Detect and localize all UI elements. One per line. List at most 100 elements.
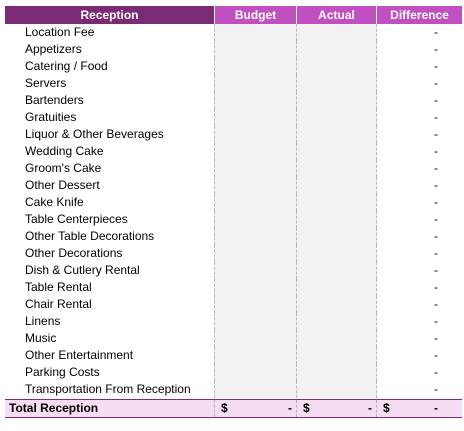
actual-cell[interactable] — [296, 58, 376, 75]
row-label-cell[interactable]: Gratuities — [25, 110, 77, 124]
actual-cell[interactable] — [296, 245, 376, 262]
difference-cell[interactable]: - — [376, 364, 462, 381]
budget-cell[interactable] — [214, 160, 296, 177]
row-label-cell[interactable]: Table Rental — [25, 280, 92, 294]
actual-cell[interactable] — [296, 126, 376, 143]
total-label[interactable]: Total Reception — [9, 401, 99, 415]
header-budget[interactable]: Budget — [214, 6, 296, 24]
row-label-cell[interactable]: Other Dessert — [25, 178, 100, 192]
difference-cell[interactable]: - — [376, 143, 462, 160]
difference-cell[interactable]: - — [376, 126, 462, 143]
difference-cell[interactable]: - — [376, 279, 462, 296]
budget-cell[interactable] — [214, 330, 296, 347]
actual-cell[interactable] — [296, 143, 376, 160]
row-label-cell[interactable]: Music — [25, 331, 57, 345]
difference-cell[interactable]: - — [376, 160, 462, 177]
actual-cell[interactable] — [296, 228, 376, 245]
total-difference-currency: $ — [383, 401, 390, 415]
difference-cell[interactable]: - — [376, 41, 462, 58]
difference-cell[interactable]: - — [376, 262, 462, 279]
actual-cell[interactable] — [296, 41, 376, 58]
budget-cell[interactable] — [214, 143, 296, 160]
actual-cell[interactable] — [296, 160, 376, 177]
budget-cell[interactable] — [214, 92, 296, 109]
row-label-cell[interactable]: Cake Knife — [25, 195, 84, 209]
row-label-cell[interactable]: Chair Rental — [25, 297, 92, 311]
header-actual[interactable]: Actual — [296, 6, 376, 24]
difference-cell[interactable]: - — [376, 347, 462, 364]
difference-cell[interactable]: - — [376, 194, 462, 211]
row-label-cell[interactable]: Servers — [25, 76, 67, 90]
actual-cell[interactable] — [296, 211, 376, 228]
row-label-cell[interactable]: Parking Costs — [25, 365, 100, 379]
actual-cell[interactable] — [296, 262, 376, 279]
budget-cell[interactable] — [214, 75, 296, 92]
budget-cell[interactable] — [214, 211, 296, 228]
row-label-cell[interactable]: Transportation From Reception — [25, 382, 191, 396]
header-difference[interactable]: Difference — [376, 6, 462, 24]
budget-cell[interactable] — [214, 364, 296, 381]
budget-cell[interactable] — [214, 109, 296, 126]
difference-cell[interactable]: - — [376, 177, 462, 194]
total-actual-cell[interactable]: $ - — [296, 400, 376, 417]
difference-cell[interactable]: - — [376, 75, 462, 92]
row-label-cell[interactable]: Dish & Cutlery Rental — [25, 263, 140, 277]
row-label-cell[interactable]: Bartenders — [25, 93, 84, 107]
difference-cell[interactable]: - — [376, 109, 462, 126]
budget-cell[interactable] — [214, 245, 296, 262]
difference-cell[interactable]: - — [376, 211, 462, 228]
table-row: Servers - — [5, 75, 462, 92]
table-row: Catering / Food - — [5, 58, 462, 75]
budget-cell[interactable] — [214, 279, 296, 296]
row-label-cell[interactable]: Catering / Food — [25, 59, 108, 73]
row-label-cell[interactable]: Table Centerpieces — [25, 212, 128, 226]
actual-cell[interactable] — [296, 330, 376, 347]
difference-cell[interactable]: - — [376, 92, 462, 109]
actual-cell[interactable] — [296, 381, 376, 398]
row-label-cell[interactable]: Other Entertainment — [25, 348, 134, 362]
row-label-cell[interactable]: Wedding Cake — [25, 144, 104, 158]
budget-cell[interactable] — [214, 347, 296, 364]
actual-cell[interactable] — [296, 92, 376, 109]
difference-cell[interactable]: - — [376, 330, 462, 347]
budget-cell[interactable] — [214, 126, 296, 143]
row-label-cell[interactable]: Appetizers — [25, 42, 82, 56]
actual-cell[interactable] — [296, 177, 376, 194]
budget-cell[interactable] — [214, 381, 296, 398]
row-label-cell[interactable]: Location Fee — [25, 25, 95, 39]
row-label-cell[interactable]: Other Decorations — [25, 246, 123, 260]
actual-cell[interactable] — [296, 194, 376, 211]
actual-cell[interactable] — [296, 364, 376, 381]
difference-cell[interactable]: - — [376, 58, 462, 75]
budget-cell[interactable] — [214, 262, 296, 279]
actual-cell[interactable] — [296, 109, 376, 126]
table-row: Table Rental - — [5, 279, 462, 296]
budget-cell[interactable] — [214, 24, 296, 41]
row-label-cell[interactable]: Other Table Decorations — [25, 229, 155, 243]
difference-cell[interactable]: - — [376, 228, 462, 245]
row-label-cell[interactable]: Groom's Cake — [25, 161, 102, 175]
budget-cell[interactable] — [214, 228, 296, 245]
total-difference-cell[interactable]: $ - — [376, 400, 462, 417]
actual-cell[interactable] — [296, 296, 376, 313]
actual-cell[interactable] — [296, 313, 376, 330]
total-budget-cell[interactable]: $ - — [214, 400, 296, 417]
budget-cell[interactable] — [214, 177, 296, 194]
difference-cell[interactable]: - — [376, 381, 462, 398]
actual-cell[interactable] — [296, 347, 376, 364]
row-label-cell[interactable]: Liquor & Other Beverages — [25, 127, 164, 141]
difference-cell[interactable]: - — [376, 245, 462, 262]
budget-cell[interactable] — [214, 194, 296, 211]
difference-cell[interactable]: - — [376, 296, 462, 313]
budget-cell[interactable] — [214, 313, 296, 330]
difference-cell[interactable]: - — [376, 313, 462, 330]
row-label-cell[interactable]: Linens — [25, 314, 61, 328]
budget-cell[interactable] — [214, 41, 296, 58]
budget-cell[interactable] — [214, 296, 296, 313]
actual-cell[interactable] — [296, 75, 376, 92]
difference-cell[interactable]: - — [376, 24, 462, 41]
budget-cell[interactable] — [214, 58, 296, 75]
actual-cell[interactable] — [296, 24, 376, 41]
header-reception[interactable]: Reception — [5, 6, 214, 24]
actual-cell[interactable] — [296, 279, 376, 296]
